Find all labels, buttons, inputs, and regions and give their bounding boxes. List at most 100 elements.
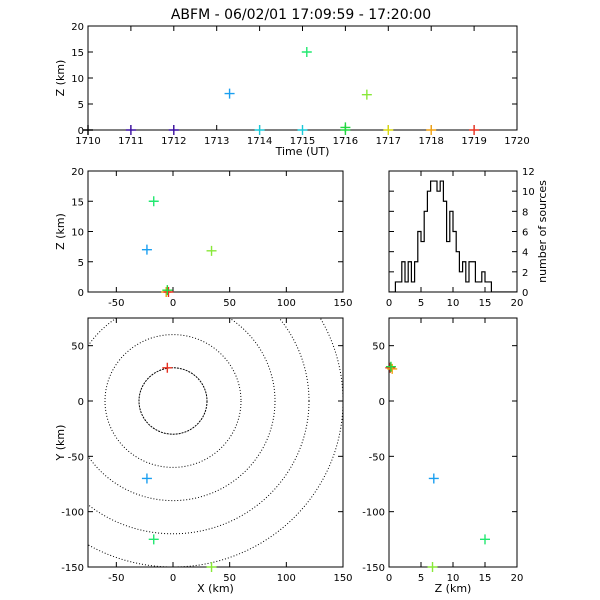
data-point [125, 125, 136, 135]
data-point [427, 562, 438, 572]
data-point [148, 196, 159, 207]
y-axis-label: Z (km) [54, 60, 67, 97]
y-tick-label: 0 [78, 288, 84, 299]
y-tick-label: 0 [522, 288, 528, 299]
data-point [469, 125, 480, 135]
x-tick-label: 0 [170, 298, 176, 309]
data-point [254, 125, 265, 135]
x-tick-label: 50 [223, 573, 236, 584]
y-tick-label: 50 [372, 342, 385, 353]
x-tick-label: 1717 [376, 136, 401, 147]
panel-height_y: 0 5 10 15 20 -150 -100 -50 0 50 Z (km) [362, 317, 523, 595]
x-tick-label: 150 [333, 573, 352, 584]
x-axis-label: X (km) [197, 582, 234, 595]
x-tick-label: 1719 [461, 136, 486, 147]
chart-title: ABFM - 06/02/01 17:09:59 - 17:20:00 [171, 7, 431, 23]
x-tick-label: 10 [447, 573, 460, 584]
range-ring [88, 318, 343, 567]
data-point [301, 47, 312, 57]
y-tick-label: 15 [71, 197, 84, 208]
plot-frame [388, 317, 518, 568]
x-tick-label: 0 [386, 573, 392, 584]
x-tick-label: -50 [108, 573, 124, 584]
x-tick-label: 1715 [290, 136, 315, 147]
panel-x_height: -50 0 50 100 150 0 5 10 15 20 Z (km) [54, 167, 353, 309]
y-tick-label: 5 [78, 100, 84, 111]
data-point [206, 562, 217, 572]
x-tick-label: 5 [418, 298, 424, 309]
y-tick-label: -100 [61, 508, 84, 519]
x-tick-label: 1713 [204, 136, 229, 147]
x-tick-label: 1718 [418, 136, 443, 147]
x-tick-label: -50 [108, 298, 124, 309]
x-axis-label: Z (km) [435, 582, 472, 595]
y-tick-label: 0 [78, 126, 84, 137]
y-tick-label: 0 [78, 397, 84, 408]
x-tick-label: 15 [479, 573, 492, 584]
plot-area [389, 180, 517, 292]
x-tick-label: 1714 [247, 136, 272, 147]
data-point [340, 125, 351, 135]
plot-frame [87, 25, 518, 131]
plot-frame [87, 170, 344, 293]
data-point [383, 125, 394, 135]
y-tick-label: 20 [71, 22, 84, 33]
x-tick-label: 1712 [161, 136, 186, 147]
y-tick-label: 2 [522, 268, 528, 279]
data-point [387, 363, 398, 374]
x-tick-label: 1716 [333, 136, 358, 147]
data-point [361, 89, 372, 100]
data-point [141, 473, 152, 484]
data-point [168, 125, 179, 135]
data-point [141, 244, 152, 255]
y-tick-label: 15 [71, 48, 84, 59]
x-tick-label: 0 [170, 573, 176, 584]
range-ring [88, 318, 276, 502]
data-point [480, 534, 490, 545]
data-point [83, 125, 93, 135]
range-ring [88, 318, 310, 535]
y-tick-label: 4 [522, 248, 528, 259]
y-tick-label: 5 [78, 258, 84, 269]
range-ring [104, 334, 242, 468]
x-tick-label: 5 [418, 573, 424, 584]
x-tick-label: 10 [447, 298, 460, 309]
plot-area [88, 318, 343, 567]
x-tick-label: 15 [479, 298, 492, 309]
data-point [162, 285, 173, 296]
y-tick-label: 10 [71, 74, 84, 85]
histogram-step [389, 180, 517, 292]
x-tick-label: 1720 [504, 136, 529, 147]
y-tick-label: -50 [369, 452, 385, 463]
y-tick-label: 10 [522, 187, 535, 198]
data-point [428, 473, 439, 484]
y-tick-label: -100 [362, 508, 385, 519]
panel-time_height: 1710 1711 1712 1713 1714 1715 1716 1717 1718 1719… [54, 22, 530, 158]
x-axis-label: Time (UT) [275, 145, 330, 158]
y-tick-label: 20 [71, 167, 84, 178]
data-point [385, 361, 396, 372]
y-tick-label: -150 [61, 563, 84, 574]
y-axis-label: Y (km) [54, 425, 67, 462]
data-point [426, 125, 437, 135]
x-tick-label: 50 [223, 298, 236, 309]
y-tick-label: 12 [522, 167, 535, 178]
y-tick-label: 8 [522, 207, 528, 218]
x-tick-label: 0 [386, 298, 392, 309]
y-tick-label: 0 [379, 397, 385, 408]
data-point [148, 534, 159, 545]
x-tick-label: 1711 [118, 136, 143, 147]
x-tick-label: 20 [511, 298, 524, 309]
data-point [163, 287, 174, 297]
y-tick-label: 50 [71, 342, 84, 353]
y-axis-label: Z (km) [54, 213, 67, 250]
x-tick-label: 1710 [75, 136, 100, 147]
y-tick-label: -50 [68, 452, 84, 463]
data-point [206, 245, 217, 256]
x-tick-label: 100 [277, 298, 296, 309]
plot-frame [87, 317, 344, 568]
y-tick-label: 10 [71, 228, 84, 239]
